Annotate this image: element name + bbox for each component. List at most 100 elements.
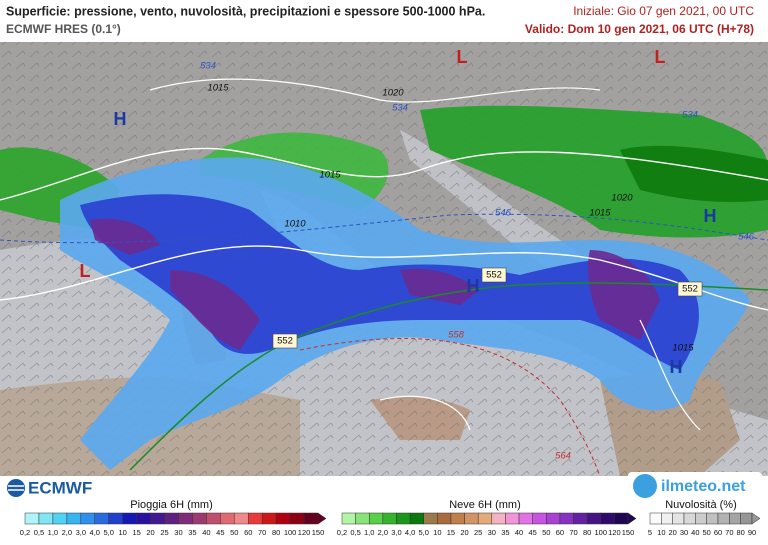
isobar [149, 78, 601, 103]
legends: Pioggia 6H (mm)0,2 0,5 1,0 2,0 3,0 4,0 5,0 10 15… [20, 499, 761, 537]
legend-swatch [52, 512, 68, 525]
legend-swatch [740, 512, 753, 525]
legend-tick-label: 60 [714, 528, 722, 537]
site-text[interactable]: ilmeteo.net [661, 478, 746, 495]
legend-swatch [289, 512, 305, 525]
contour-label: 1015 [207, 83, 229, 94]
contour-label: 534 [682, 110, 698, 121]
thickness-line [129, 282, 768, 471]
legend-tick-label: 80 [272, 528, 280, 537]
isobar [0, 147, 768, 201]
legend-swatch [122, 512, 137, 525]
legend-swatch [464, 512, 479, 525]
pressure-center: H [704, 206, 717, 226]
legend-swatch [600, 512, 615, 525]
legend-tick-label: 10 [118, 528, 126, 537]
snow-area [420, 105, 768, 238]
legend-tick-label: 70 [725, 528, 733, 537]
contour-label: 1015 [319, 170, 341, 181]
legend-swatch [164, 512, 179, 525]
ecmwf-text: ECMWF [28, 478, 92, 497]
legend-tick-label: 120 [298, 528, 311, 537]
legend-tick-label: 1,0 [364, 528, 374, 537]
legend-title: Nuvolosità (%) [665, 499, 737, 511]
logo-icon [633, 474, 657, 498]
legend-swatch [649, 512, 662, 525]
legend-swatch [573, 512, 588, 525]
label-box [677, 281, 703, 297]
contour-label: 552 [277, 336, 293, 347]
legend-tick-label: 40 [202, 528, 210, 537]
legend-tick-label: 25 [474, 528, 482, 537]
legend-tick-label: 100 [595, 528, 608, 537]
contour-label: 1020 [382, 88, 404, 99]
legend-tick-label: 0,5 [350, 528, 360, 537]
legend-swatch [368, 512, 384, 525]
legend-swatch [437, 512, 452, 525]
legend-tick-label: 20 [146, 528, 154, 537]
legend-swatch [695, 512, 707, 525]
legend-tick-label: 20 [668, 528, 676, 537]
legend-title: Pioggia 6H (mm) [130, 499, 213, 511]
thickness-line [299, 338, 601, 476]
legend-tick-label: 1,0 [48, 528, 58, 537]
legend-tick-label: 45 [216, 528, 224, 537]
legend-swatch [355, 512, 370, 525]
legend-swatch [247, 512, 263, 525]
legend-swatch [220, 512, 235, 525]
legend-tick-label: 120 [608, 528, 621, 537]
pressure-center: H [114, 109, 127, 129]
legend-tick-label: 45 [528, 528, 536, 537]
legend-tick-label: 50 [542, 528, 550, 537]
legend-tick-label: 60 [244, 528, 252, 537]
legend-swatch [717, 512, 730, 525]
logo-icon [8, 485, 24, 491]
legend-tick-label: 100 [284, 528, 297, 537]
site-logo: ilmeteo.net [628, 472, 762, 500]
legend-tick-label: 70 [258, 528, 266, 537]
legend-tick-label: 35 [188, 528, 196, 537]
legend-tick-label: 35 [501, 528, 509, 537]
legend-tick-label: 20 [460, 528, 468, 537]
legend-swatch [518, 512, 533, 525]
thickness-line [0, 213, 768, 244]
contour-label: 1015 [672, 343, 694, 354]
legend-tick-label: 3,0 [391, 528, 401, 537]
contour-label: 1020 [611, 193, 633, 204]
legend-swatch [706, 512, 719, 525]
title: Superficie: pressione, vento, nuvolosità… [6, 4, 485, 18]
legend-swatch [672, 512, 685, 525]
legend-tick-label: 0,2 [337, 528, 347, 537]
pressure-center: L [457, 47, 468, 67]
contour-label: 546 [738, 232, 755, 243]
contour-label: 1010 [284, 219, 306, 230]
contour-label: 534 [392, 103, 408, 114]
legend-swatch [532, 512, 547, 525]
legend-tick-label: 70 [569, 528, 577, 537]
legend-tick-label: 30 [174, 528, 182, 537]
legend-swatch [178, 512, 193, 525]
legend-swatch [683, 512, 696, 525]
map [0, 42, 768, 476]
legend-swatch [546, 512, 561, 525]
init-time: Iniziale: Gio 07 gen 2021, 00 UTC [573, 4, 754, 18]
legend-swatch [108, 512, 123, 525]
legend-tick-label: 50 [230, 528, 238, 537]
legend-swatch [66, 512, 82, 525]
legend-swatch [24, 512, 40, 525]
legend-swatch [136, 512, 151, 525]
legend-tick-label: 50 [702, 528, 710, 537]
legend-tick-label: 10 [657, 528, 665, 537]
legend-swatch [303, 512, 319, 525]
legend-swatch [206, 512, 221, 525]
legend-tick-label: 25 [160, 528, 168, 537]
legend-swatch [450, 512, 465, 525]
contour-label: 1015 [589, 208, 611, 219]
legend-tick-label: 80 [583, 528, 591, 537]
legend-title: Neve 6H (mm) [449, 499, 521, 511]
legend-arrow [751, 512, 761, 525]
legend-tick-label: 90 [748, 528, 756, 537]
legend-swatch [661, 512, 673, 525]
